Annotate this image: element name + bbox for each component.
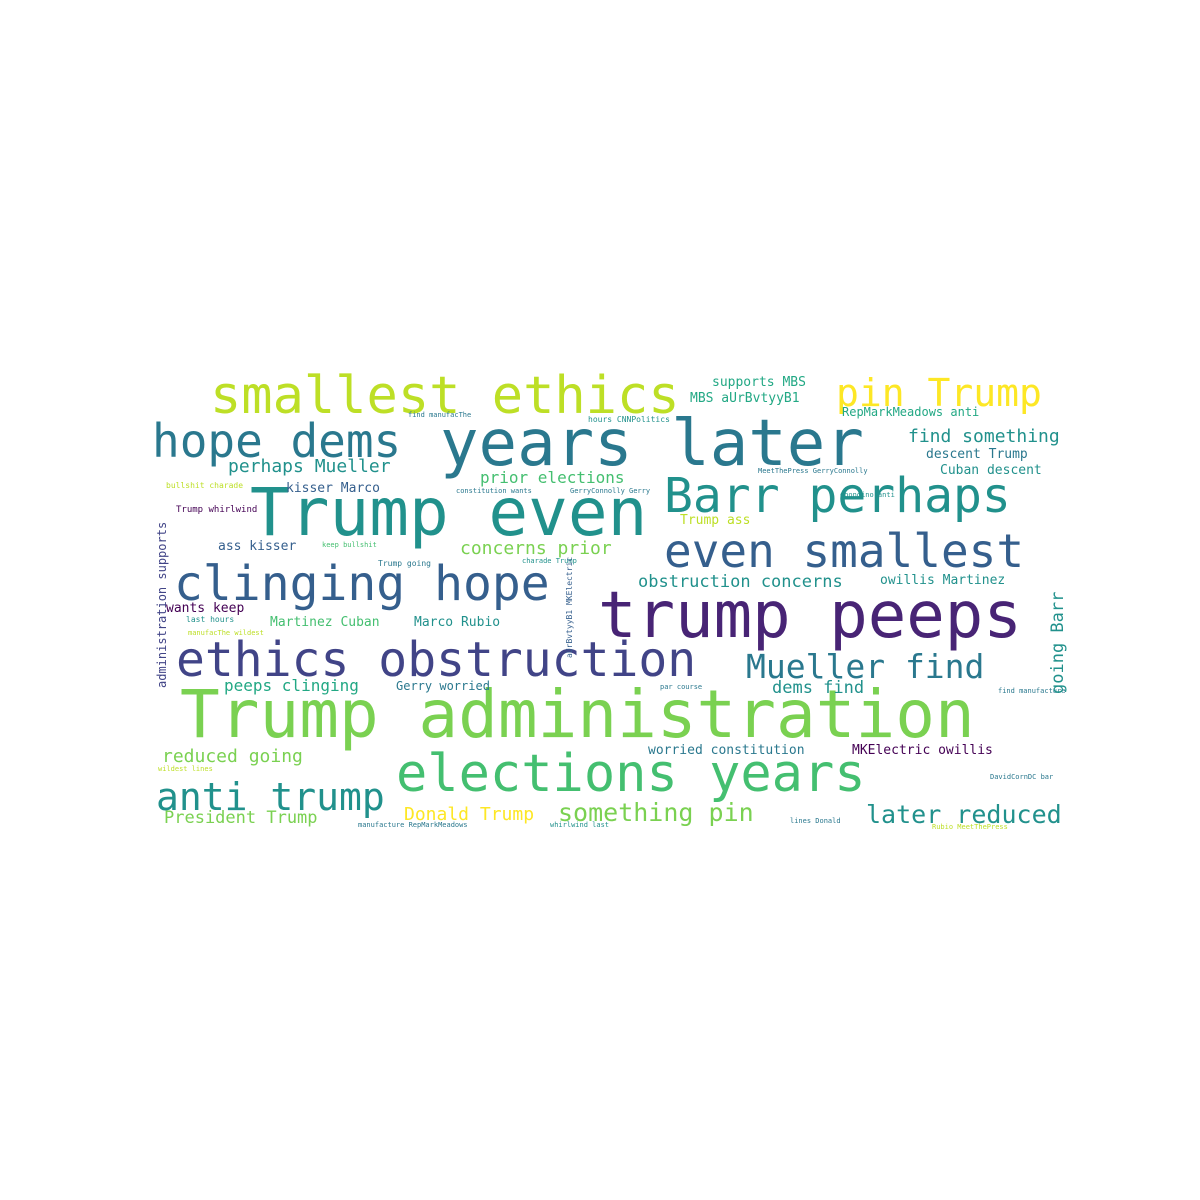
cloud-word: reduced going [162,746,303,767]
cloud-word: dems find [772,678,865,698]
cloud-word: par course [660,683,703,691]
cloud-word: Rubio MeetThePress [932,823,1008,831]
cloud-word: Trump administration [180,676,975,753]
cloud-word: Martinez Cuban [270,615,380,630]
cloud-word: DavidCornDC bar [990,773,1054,781]
cloud-word: perhaps Mueller [228,456,391,477]
cloud-word: GerryConnolly Gerry [570,487,651,495]
cloud-word: President Trump [164,808,318,828]
cloud-word: ethics obstruction [176,632,697,688]
cloud-word: prior elections [480,468,625,487]
cloud-word: Gerry worried [396,679,490,693]
cloud-word: Trump whirlwind [176,505,258,515]
cloud-word: obstruction concerns [638,572,843,592]
cloud-word: bullshit charade [166,481,244,490]
cloud-word: something pin [558,798,754,827]
cloud-word: clinging hope [174,556,550,612]
cloud-word: pin Trump [836,371,1042,415]
cloud-word: hours CNNPolitics [588,415,670,424]
cloud-word: ass kisser [218,539,297,554]
cloud-word: aUrBvtyyB1 MKElectric [565,556,574,658]
cloud-word: elections years [396,744,866,804]
cloud-word: wildest lines [158,765,213,773]
cloud-word: manufacThe wildest [188,629,264,637]
cloud-word: hope dems [152,414,402,468]
cloud-word: constitution wants [456,487,532,495]
cloud-word: doongino anti [840,491,895,499]
cloud-word: RepMarkMeadows anti [842,405,980,419]
word-cloud: smallest ethics pin Trump hope dems year… [150,360,1080,840]
cloud-word: whirlwind last [550,821,610,829]
cloud-word: last hours [186,615,235,624]
cloud-word: peeps clinging [224,676,359,695]
cloud-word: worried constitution [648,743,805,758]
cloud-word: Marco Rubio [414,615,501,630]
cloud-word: Trump ass [680,513,751,528]
cloud-word: going Barr [1048,591,1068,694]
cloud-word: MeetThePress GerryConnolly [758,467,868,475]
cloud-word: Donald Trump [404,804,535,825]
cloud-word: manufacture RepMarkMeadows [358,821,468,829]
cloud-word: Trump even [250,474,648,551]
cloud-word: find manufacture [998,687,1066,695]
cloud-word: MBS aUrBvtyyB1 [690,391,800,406]
cloud-word: Trump going [378,559,431,568]
cloud-word: lines Donald [790,817,841,825]
cloud-word: smallest ethics [210,366,680,426]
cloud-word: Mueller find [746,647,985,686]
cloud-word: charade Trump [522,557,577,565]
cloud-word: MKElectric owillis [852,743,993,758]
cloud-word: wants keep [166,601,245,616]
cloud-word: owillis Martinez [880,573,1006,588]
cloud-word: even smallest [664,524,1025,578]
cloud-word: trump peeps [598,579,1022,653]
cloud-word: find something [908,426,1060,447]
cloud-word: Cuban descent [940,463,1042,478]
cloud-word: concerns prior [460,538,612,559]
cloud-word: administration supports [155,521,169,688]
cloud-word: kisser Marco [286,481,380,496]
cloud-word: anti trump [156,775,385,819]
cloud-word: later reduced [866,800,1062,829]
cloud-word: keep bullshit [322,541,377,549]
cloud-word: supports MBS [712,375,806,390]
cloud-word: years later [440,407,864,481]
cloud-word: find manufacThe [408,411,472,419]
cloud-word: descent Trump [926,447,1028,462]
cloud-word: Barr perhaps [664,468,1011,524]
